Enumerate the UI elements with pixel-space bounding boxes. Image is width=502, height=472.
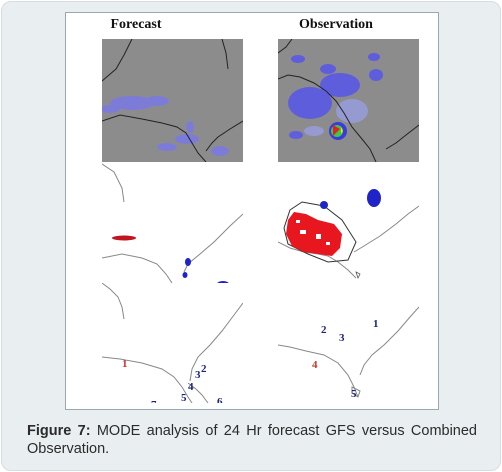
forecast-labels-panel: 1 2 3 4 5 7 6 xyxy=(102,283,243,403)
observation-raw-panel xyxy=(278,39,419,162)
object-label: 3 xyxy=(195,369,201,381)
object-label: 2 xyxy=(201,363,207,375)
observation-column-title: Observation xyxy=(299,17,373,32)
forecast-objects-panel xyxy=(102,162,243,283)
forecast-column-title: Forecast xyxy=(110,17,162,32)
observation-labels-panel: 1 2 3 4 5 xyxy=(278,283,419,403)
object-label: 1 xyxy=(122,358,128,370)
object-label: 3 xyxy=(339,332,345,344)
figure-caption: Figure 7: MODE analysis of 24 Hr forecas… xyxy=(27,422,477,458)
object-label: 6 xyxy=(217,396,223,404)
object-label: 5 xyxy=(181,392,187,404)
object-label: 4 xyxy=(188,381,194,393)
object-label: 5 xyxy=(351,388,357,400)
mode-figure: Forecast Observation xyxy=(65,12,439,410)
caption-label: Figure 7: xyxy=(27,423,91,439)
object-label: 1 xyxy=(373,318,379,330)
forecast-raw-panel xyxy=(102,39,243,162)
observation-objects-panel xyxy=(278,162,419,283)
object-label: 4 xyxy=(312,359,318,371)
object-label: 7 xyxy=(151,400,157,404)
object-label: 2 xyxy=(321,324,327,336)
caption-text: MODE analysis of 24 Hr forecast GFS vers… xyxy=(27,423,477,457)
